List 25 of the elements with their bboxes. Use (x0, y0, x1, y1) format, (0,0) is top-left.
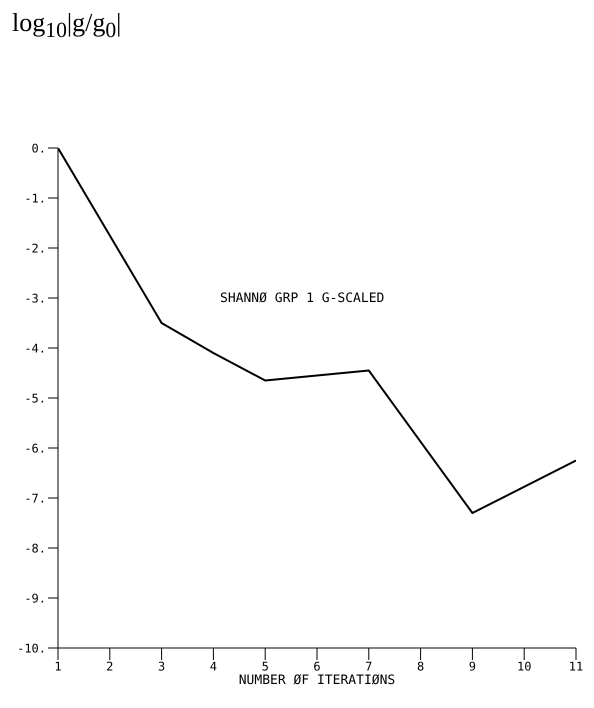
y-tick-label: -3. (24, 291, 46, 306)
y-tick-label: -4. (24, 341, 46, 356)
x-tick-label: 7 (365, 660, 372, 674)
y-tick-label: -1. (24, 191, 46, 206)
x-tick-label: 3 (158, 660, 166, 674)
y-tick-label: -2. (24, 241, 46, 256)
x-tick-label: 9 (468, 660, 476, 674)
x-tick-label: 2 (106, 660, 114, 674)
y-tick-label: -8. (24, 541, 46, 556)
y-tick-label: -10. (17, 641, 46, 656)
x-tick-label: 8 (416, 660, 424, 674)
y-axis-title: log$_{10}$|g/g$_{0}$| (12, 8, 122, 44)
annotation: SHANNØ GRP 1 G-SCALED (220, 291, 384, 306)
x-tick-label: 1 (54, 660, 62, 674)
x-tick-label: 4 (210, 660, 218, 674)
x-tick-label: 5 (262, 660, 269, 674)
y-tick-label: -7. (24, 491, 46, 506)
y-tick-label: -9. (24, 591, 46, 606)
y-tick-label: -6. (24, 441, 46, 456)
y-tick-label: -5. (24, 391, 46, 406)
x-axis-title: NUMBER ØF ITERATIØNS (238, 673, 396, 688)
y-tick-label: 0. (32, 141, 46, 156)
x-tick-label: 6 (313, 660, 321, 674)
x-tick-label: 11 (568, 660, 584, 674)
x-tick-label: 10 (516, 660, 532, 674)
